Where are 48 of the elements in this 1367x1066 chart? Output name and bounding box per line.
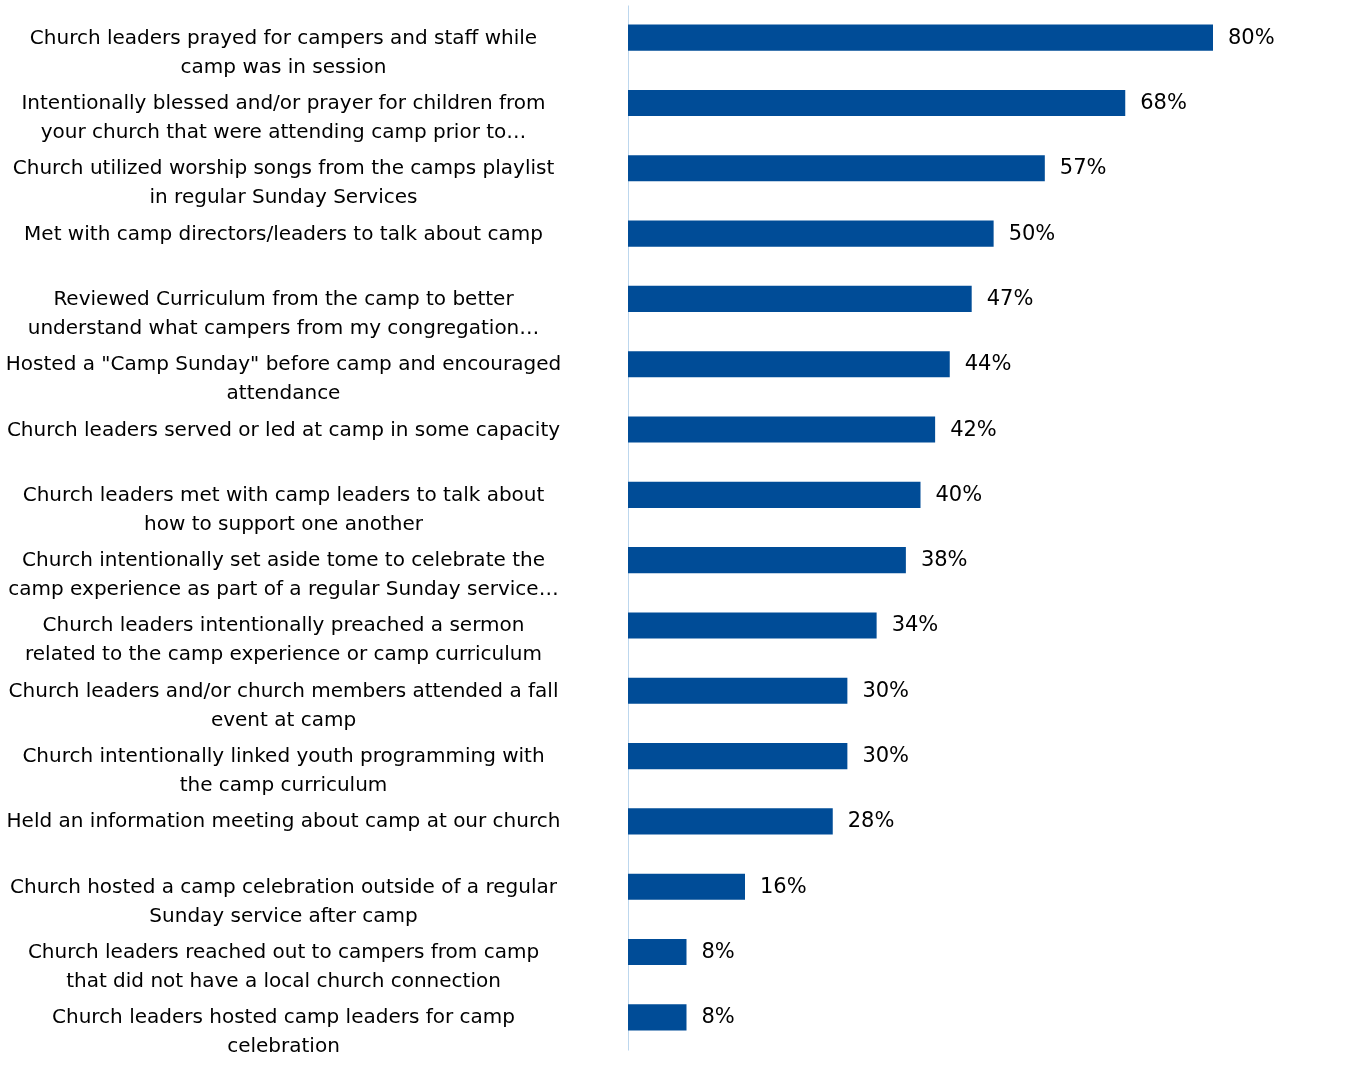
data-label: 8% [701, 1004, 735, 1029]
data-label: 57% [1059, 155, 1107, 180]
bar [628, 351, 950, 378]
y-tick-label: Intentionally blessed and/or prayer for children from your church that were attending camp prior to… [21, 89, 546, 143]
bar [628, 612, 877, 639]
y-tick-label: Church leaders and/or church members attended a fall event at camp [8, 677, 559, 731]
y-tick-label: Church leaders hosted camp leaders for camp celebration [52, 1004, 515, 1058]
data-label: 8% [701, 939, 735, 964]
bar [628, 24, 1213, 51]
bar [628, 155, 1045, 182]
y-tick-label: Church leaders intentionally preached a sermon related to the camp experience or camp curriculum [24, 612, 543, 666]
data-label: 80% [1228, 24, 1275, 49]
y-tick-label: Church leaders reached out to campers from camp that did not have a local church connection [27, 939, 540, 993]
y-tick-label: Hosted a "Camp Sunday" before camp and encouraged attendance [5, 351, 562, 405]
data-label: 28% [847, 808, 895, 833]
data-label: 30% [862, 743, 910, 768]
bar [628, 808, 833, 835]
bar [628, 677, 848, 704]
bar [628, 481, 921, 508]
data-label: 68% [1140, 89, 1187, 114]
data-label: 50% [1008, 220, 1056, 245]
y-tick-label: Church leaders prayed for campers and staff while camp was in session [29, 24, 538, 78]
bar [628, 1004, 687, 1031]
y-tick-label: Church leaders met with camp leaders to talk about how to support one another [22, 481, 545, 535]
data-label: 30% [862, 677, 910, 702]
bar [628, 416, 936, 443]
y-tick-label: Reviewed Curriculum from the camp to better understand what campers from my congregation… [27, 285, 540, 339]
bar [628, 938, 687, 966]
data-label: 38% [920, 547, 968, 572]
y-tick-label: Church intentionally linked youth programming with the camp curriculum [22, 743, 545, 797]
y-tick-label: Church utilized worship songs from the camps playlist in regular Sunday Services [12, 155, 555, 209]
y-tick-label: Held an information meeting about camp at our church [6, 808, 561, 833]
y-tick-label: Church hosted a camp celebration outside of a regular Sunday service after camp [10, 873, 558, 927]
data-label: 40% [935, 481, 983, 506]
bar [628, 220, 994, 247]
y-tick-label: Church leaders served or led at camp in some capacity [6, 416, 561, 441]
bar [628, 285, 972, 312]
data-label: 16% [760, 873, 807, 898]
bar [628, 743, 848, 770]
y-tick-label: Church intentionally set aside tome to celebrate the camp experience as part of a regular Sunday service… [8, 547, 559, 601]
data-label: 47% [986, 285, 1034, 310]
y-tick-label: Met with camp directors/leaders to talk about camp [24, 220, 543, 245]
data-label: 42% [950, 416, 997, 441]
bar [628, 547, 906, 574]
bar [628, 89, 1126, 117]
data-label: 44% [964, 351, 1012, 376]
data-label: 34% [891, 612, 939, 637]
bar [628, 873, 745, 900]
